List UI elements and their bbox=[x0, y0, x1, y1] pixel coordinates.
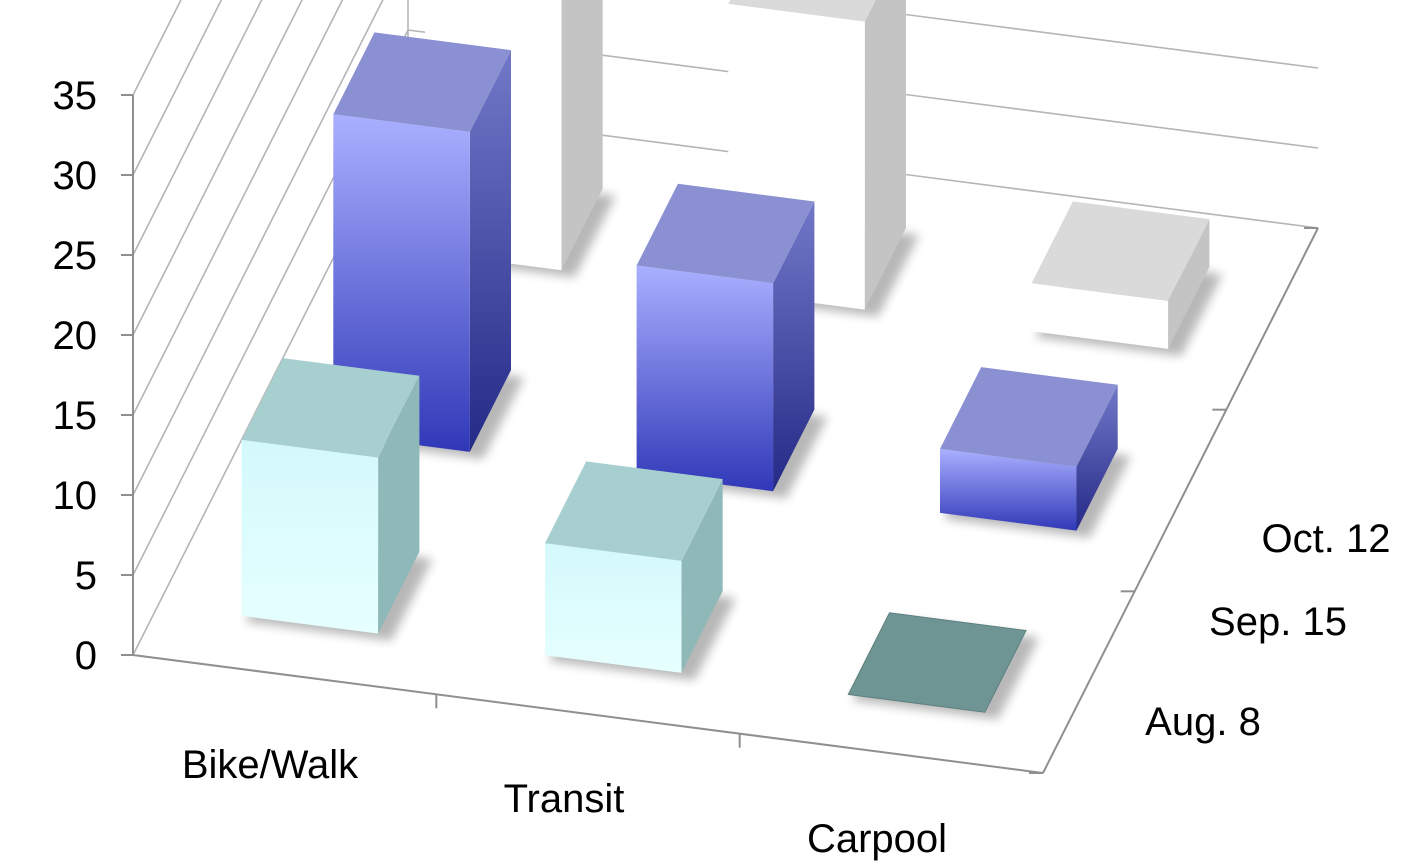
bar-side-face bbox=[864, 0, 906, 310]
bar-front-face bbox=[333, 114, 470, 452]
bar-aug-8-transit bbox=[545, 461, 723, 673]
gridline-left-wall bbox=[132, 0, 223, 176]
bar-front-face bbox=[545, 543, 682, 673]
series-label: Oct. 12 bbox=[1262, 517, 1391, 561]
category-label: Carpool bbox=[807, 817, 947, 861]
y-tick-label: 5 bbox=[75, 554, 97, 598]
bar-top-face bbox=[636, 183, 815, 284]
bar-side-face bbox=[469, 50, 511, 452]
gridline-left-wall bbox=[132, 0, 344, 416]
bar-top-face bbox=[728, 0, 876, 22]
gridline-left-wall bbox=[132, 0, 182, 96]
bar-top-face bbox=[940, 367, 1118, 467]
bar-front-face bbox=[1031, 283, 1169, 349]
bar-front-face bbox=[636, 265, 774, 492]
y-tick-label: 25 bbox=[53, 234, 98, 278]
y-tick-label: 15 bbox=[53, 394, 98, 438]
bar-top-face bbox=[241, 358, 420, 458]
depth-axis-line bbox=[1042, 227, 1319, 774]
bar-oct-12-carpool bbox=[1031, 201, 1210, 349]
chart-labels: 0 5 10 15 20 25 30 35 Bike/Walk Transit Carpool Aug… bbox=[53, 74, 1391, 861]
chart-bars bbox=[241, 0, 1223, 720]
bar-sep-15-bike-walk bbox=[333, 32, 511, 452]
series-label: Sep. 15 bbox=[1209, 600, 1347, 644]
bar-side-face bbox=[378, 375, 420, 634]
y-tick-label: 0 bbox=[75, 634, 97, 678]
y-tick-label: 30 bbox=[53, 154, 98, 198]
bar-side-face bbox=[1076, 384, 1118, 531]
bar-aug-8-bike-walk bbox=[241, 358, 420, 634]
bar-top-face bbox=[545, 461, 723, 561]
y-tick-label: 20 bbox=[53, 314, 98, 358]
category-label: Bike/Walk bbox=[182, 743, 359, 787]
gridline-left-wall bbox=[132, 0, 263, 256]
bar-side-face bbox=[773, 201, 815, 492]
bar-front-face bbox=[241, 439, 379, 634]
series-label: Aug. 8 bbox=[1145, 700, 1261, 744]
bar-side-face bbox=[1168, 219, 1210, 349]
bar-front-face bbox=[940, 448, 1077, 531]
bar-top-face bbox=[333, 32, 511, 132]
y-tick-label: 35 bbox=[53, 74, 98, 118]
gridline-left-wall bbox=[132, 0, 384, 496]
bar-sep-15-transit bbox=[636, 183, 815, 492]
y-tick-label: 10 bbox=[53, 474, 98, 518]
x-axis-line bbox=[132, 654, 1044, 774]
bar-side-face bbox=[681, 479, 723, 673]
category-label: Transit bbox=[504, 777, 625, 821]
bar-side-face bbox=[561, 0, 603, 271]
bar-aug-8-carpool bbox=[847, 612, 1027, 713]
bar-sep-15-carpool bbox=[940, 367, 1118, 531]
gridline-left-wall bbox=[132, 0, 303, 336]
bar-top-face bbox=[1031, 201, 1210, 301]
